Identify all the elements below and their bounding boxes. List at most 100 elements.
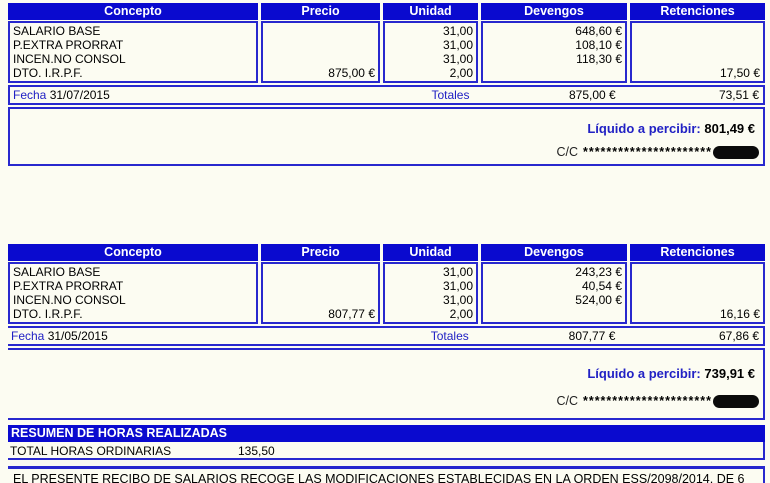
fecha-cell: Fecha 31/05/2015: [8, 329, 379, 343]
retenciones-value: 16,16 €: [719, 307, 760, 321]
devengos-column: 243,23 € 40,54 € 524,00 €: [481, 262, 627, 324]
retenciones-value: [635, 24, 760, 38]
column-header-unidad: Unidad: [383, 3, 478, 20]
totals-row: Fecha 31/07/2015 Totales 875,00 € 73,51 …: [8, 85, 765, 105]
table-header-row: Concepto Precio Unidad Devengos Retencio…: [8, 3, 765, 20]
table-body: SALARIO BASE P.EXTRA PRORRAT INCEN.NO CO…: [8, 21, 765, 83]
totales-label: Totales: [430, 329, 469, 343]
precio-column: 807,77 €: [261, 262, 380, 324]
retenciones-column: 17,50 €: [630, 21, 765, 83]
concepto-value: INCEN.NO CONSOL: [13, 293, 126, 307]
concepto-value: P.EXTRA PRORRAT: [13, 279, 124, 293]
retenciones-value: [635, 265, 760, 279]
column-header-unidad: Unidad: [383, 244, 478, 261]
concepto-value: P.EXTRA PRORRAT: [13, 38, 124, 52]
net-pay-label: Líquido a percibir:: [587, 121, 701, 136]
totales-label: Totales: [431, 88, 470, 102]
total-devengos: 807,77 €: [568, 329, 616, 343]
retenciones-value: [635, 38, 760, 52]
table-header-row: Concepto Precio Unidad Devengos Retencio…: [8, 244, 765, 261]
retenciones-value: [635, 293, 760, 307]
devengos-value: [486, 66, 622, 80]
column-header-precio: Precio: [261, 3, 380, 20]
devengos-value: 40,54 €: [581, 279, 622, 293]
devengos-value: 524,00 €: [575, 293, 622, 307]
column-header-devengos: Devengos: [481, 244, 627, 261]
precio-column: 875,00 €: [261, 21, 380, 83]
retenciones-value: 17,50 €: [719, 66, 760, 80]
column-header-retenciones: Retenciones: [630, 244, 765, 261]
precio-value: 875,00 €: [328, 66, 375, 80]
precio-value: [266, 293, 375, 307]
column-header-retenciones: Retenciones: [630, 3, 765, 20]
unidad-value: 31,00: [442, 279, 473, 293]
concepto-value: SALARIO BASE: [13, 265, 101, 279]
retenciones-column: 16,16 €: [630, 262, 765, 324]
redaction-blob: [713, 145, 759, 159]
net-pay-value: 739,91 €: [704, 366, 755, 381]
devengos-value: [486, 307, 622, 321]
net-pay-label: Líquido a percibir:: [587, 366, 701, 381]
hours-summary-row: TOTAL HORAS ORDINARIAS 135,50: [8, 442, 765, 460]
payslip-may: Concepto Precio Unidad Devengos Retencio…: [8, 244, 765, 420]
column-header-concepto: Concepto: [8, 3, 258, 20]
account-line: C/C **********************: [8, 394, 763, 408]
hours-summary-section: RESUMEN DE HORAS REALIZADAS TOTAL HORAS …: [8, 425, 765, 460]
precio-value: [266, 279, 375, 293]
net-pay-value: 801,49 €: [704, 121, 755, 136]
unidad-column: 31,00 31,00 31,00 2,00: [383, 262, 478, 324]
unidad-value: 31,00: [442, 38, 473, 52]
concepto-value: DTO. I.R.P.F.: [13, 307, 83, 321]
legal-note-box: EL PRESENTE RECIBO DE SALARIOS RECOGE LA…: [8, 466, 765, 483]
fecha-cell: Fecha 31/07/2015: [10, 88, 380, 102]
payslip-july: Concepto Precio Unidad Devengos Retencio…: [8, 3, 765, 166]
fecha-label: Fecha: [13, 88, 47, 102]
total-retenciones: 67,86 €: [718, 329, 760, 343]
account-label: C/C: [556, 394, 578, 408]
totals-row: Fecha 31/05/2015 Totales 807,77 € 67,86 …: [8, 326, 765, 346]
column-header-concepto: Concepto: [8, 244, 258, 261]
devengos-value: 648,60 €: [575, 24, 622, 38]
net-pay-box: Líquido a percibir: 739,91 € C/C *******…: [8, 348, 765, 420]
account-number-masked: **********************: [582, 145, 712, 159]
total-retenciones: 73,51 €: [718, 88, 759, 102]
devengos-value: 243,23 €: [575, 265, 622, 279]
fecha-value: 31/05/2015: [47, 329, 108, 343]
concepto-column: SALARIO BASE P.EXTRA PRORRAT INCEN.NO CO…: [8, 21, 258, 83]
concepto-column: SALARIO BASE P.EXTRA PRORRAT INCEN.NO CO…: [8, 262, 258, 324]
total-hours-value: 135,50: [238, 444, 275, 458]
precio-value: 807,77 €: [328, 307, 375, 321]
unidad-value: 2,00: [449, 307, 473, 321]
retenciones-value: [635, 52, 760, 66]
precio-value: [266, 52, 375, 66]
concepto-value: INCEN.NO CONSOL: [13, 52, 126, 66]
account-line: C/C **********************: [10, 145, 763, 159]
account-label: C/C: [556, 145, 578, 159]
unidad-value: 31,00: [442, 24, 473, 38]
column-header-devengos: Devengos: [481, 3, 627, 20]
column-header-precio: Precio: [261, 244, 380, 261]
net-pay-line: Líquido a percibir: 801,49 €: [10, 121, 763, 136]
concepto-value: DTO. I.R.P.F.: [13, 66, 83, 80]
net-pay-line: Líquido a percibir: 739,91 €: [8, 366, 763, 381]
redaction-blob: [713, 394, 759, 408]
unidad-column: 31,00 31,00 31,00 2,00: [383, 21, 478, 83]
precio-value: [266, 265, 375, 279]
devengos-value: 108,10 €: [575, 38, 622, 52]
unidad-value: 31,00: [442, 265, 473, 279]
table-body: SALARIO BASE P.EXTRA PRORRAT INCEN.NO CO…: [8, 262, 765, 324]
precio-value: [266, 24, 375, 38]
legal-note-text: EL PRESENTE RECIBO DE SALARIOS RECOGE LA…: [13, 472, 745, 483]
account-number-masked: **********************: [582, 394, 712, 408]
retenciones-value: [635, 279, 760, 293]
precio-value: [266, 38, 375, 52]
unidad-value: 31,00: [442, 293, 473, 307]
net-pay-box: Líquido a percibir: 801,49 € C/C *******…: [8, 107, 765, 166]
unidad-value: 31,00: [442, 52, 473, 66]
total-devengos: 875,00 €: [569, 88, 616, 102]
fecha-value: 31/07/2015: [49, 88, 110, 102]
unidad-value: 2,00: [449, 66, 473, 80]
fecha-label: Fecha: [11, 329, 45, 343]
concepto-value: SALARIO BASE: [13, 24, 101, 38]
